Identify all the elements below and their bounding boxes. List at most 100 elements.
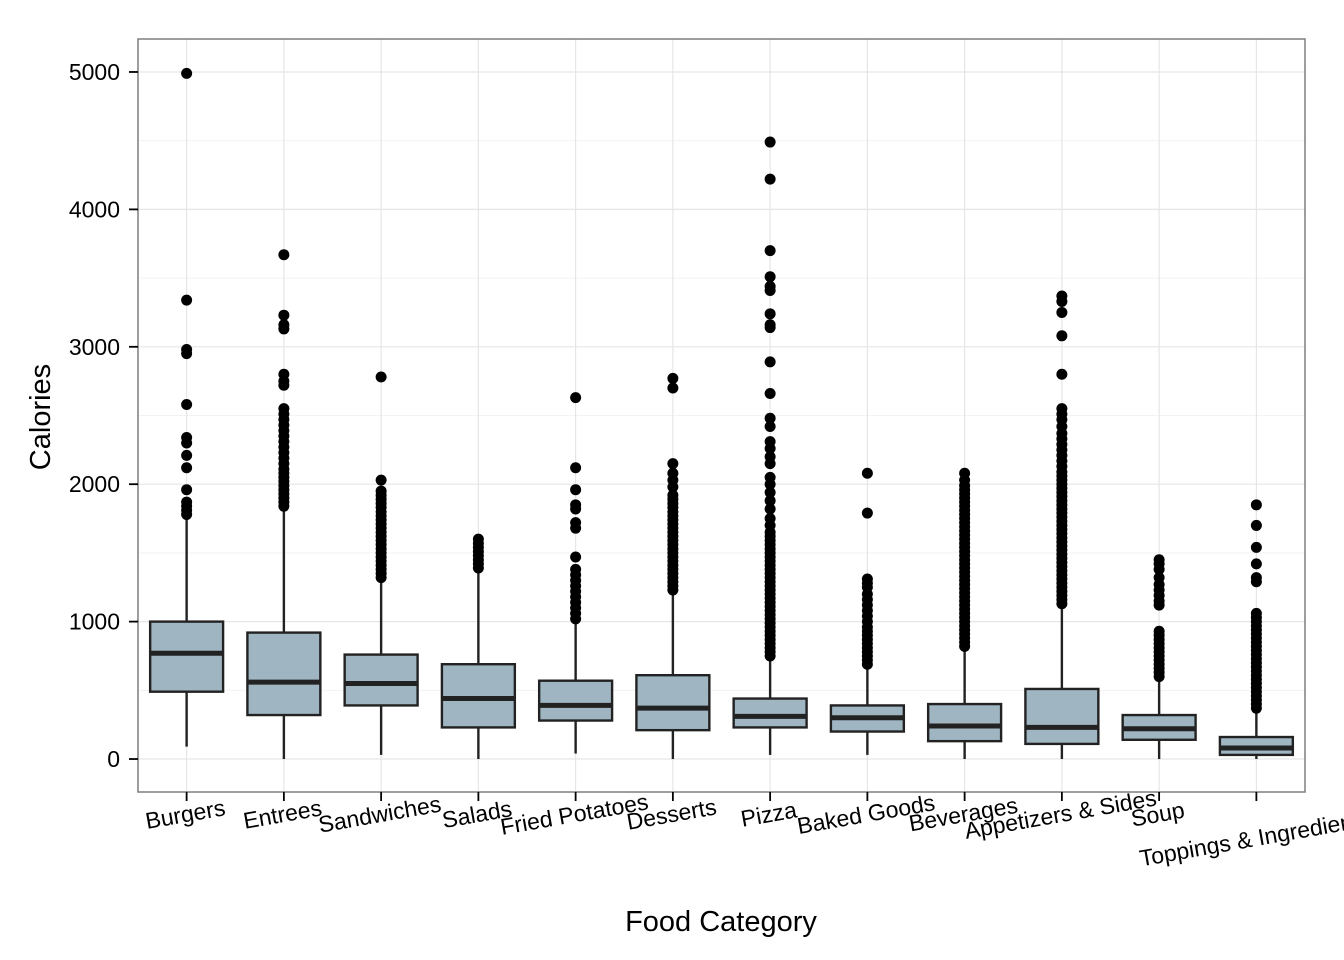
- box-10: [1121, 679, 1197, 760]
- box-layer: [148, 508, 1295, 760]
- outlier-point: [764, 513, 776, 525]
- outlier-point: [764, 388, 776, 400]
- outlier-point: [181, 462, 193, 474]
- outlier-point: [570, 499, 582, 511]
- outlier-point: [959, 467, 971, 479]
- panel-border: [137, 38, 1306, 793]
- iqr-box: [343, 653, 419, 707]
- outlier-point: [1056, 306, 1068, 318]
- outlier-point: [1153, 554, 1165, 566]
- outlier-point: [472, 533, 484, 545]
- iqr-box: [148, 620, 225, 693]
- outlier-point: [667, 489, 679, 501]
- outlier-point: [181, 344, 193, 356]
- outlier-point: [764, 308, 776, 320]
- outlier-point: [1056, 330, 1068, 342]
- x-tick-label: Pizza: [739, 796, 799, 831]
- outlier-point: [1056, 403, 1068, 415]
- outlier-point: [1250, 519, 1262, 531]
- box-9: [1024, 606, 1100, 760]
- x-tick-label: Sandwiches: [316, 791, 443, 838]
- box-4: [537, 621, 614, 754]
- outlier-point: [181, 294, 193, 306]
- outlier-point: [764, 412, 776, 424]
- outlier-point: [181, 449, 193, 461]
- y-tick-label: 1000: [69, 609, 120, 635]
- outlier-point: [764, 319, 776, 331]
- outlier-point: [667, 467, 679, 479]
- iqr-box: [537, 679, 614, 722]
- outlier-point: [181, 67, 193, 79]
- iqr-box: [732, 697, 808, 729]
- box-2: [343, 580, 419, 755]
- iqr-box: [1024, 687, 1100, 746]
- outlier-point: [181, 484, 193, 496]
- outlier-point: [764, 436, 776, 448]
- outlier-point: [570, 517, 582, 529]
- y-tick-label: 0: [107, 746, 120, 772]
- outlier-point: [764, 356, 776, 368]
- iqr-box: [440, 663, 517, 729]
- outlier-point: [278, 368, 290, 380]
- outlier-point: [764, 420, 776, 432]
- outlier-point: [764, 495, 776, 507]
- outlier-point: [278, 403, 290, 415]
- outlier-point: [570, 484, 582, 496]
- x-tick-label: Burgers: [143, 794, 227, 834]
- outlier-point: [1250, 541, 1262, 553]
- x-axis-title: Food Category: [625, 906, 817, 938]
- outlier-point: [667, 458, 679, 470]
- outlier-point: [375, 485, 387, 497]
- outlier-point: [667, 372, 679, 384]
- outlier-point: [764, 173, 776, 185]
- outlier-point: [667, 382, 679, 394]
- y-axis-title: Calories: [25, 364, 57, 470]
- outlier-point: [375, 371, 387, 383]
- iqr-box: [926, 702, 1003, 743]
- y-tick-label: 3000: [69, 334, 120, 360]
- outlier-point: [764, 451, 776, 463]
- box-3: [440, 570, 517, 760]
- outlier-point: [375, 474, 387, 486]
- box-5: [635, 592, 711, 760]
- outlier-point: [278, 249, 290, 261]
- x-tick-label: Appetizers & Sides: [963, 784, 1159, 843]
- box-1: [246, 508, 322, 760]
- outlier-point: [1056, 290, 1068, 302]
- box-11: [1218, 710, 1295, 760]
- outlier-point: [570, 563, 582, 575]
- y-tick-label: 4000: [69, 196, 120, 222]
- box-6: [732, 658, 808, 755]
- outlier-point: [181, 399, 193, 411]
- y-tick-label: 5000: [69, 59, 120, 85]
- x-tick-label: Entrees: [241, 794, 324, 833]
- outlier-point: [570, 392, 582, 404]
- outlier-point: [1250, 558, 1262, 570]
- outlier-point: [764, 136, 776, 148]
- outlier-point: [570, 551, 582, 563]
- outlier-point: [1153, 625, 1165, 637]
- outlier-point: [1250, 572, 1262, 584]
- box-7: [829, 666, 906, 755]
- outlier-point: [1056, 368, 1068, 380]
- box-0: [148, 517, 225, 747]
- iqr-box: [246, 631, 322, 717]
- outlier-point: [764, 245, 776, 257]
- outlier-point: [1250, 607, 1262, 619]
- outlier-point: [1250, 499, 1262, 511]
- outlier-point: [861, 573, 873, 585]
- iqr-box: [635, 674, 711, 732]
- outlier-point: [861, 467, 873, 479]
- outlier-point: [764, 271, 776, 283]
- outlier-point: [764, 486, 776, 498]
- outlier-point: [278, 309, 290, 321]
- outlier-point: [278, 319, 290, 331]
- outlier-point: [861, 507, 873, 519]
- y-tick-label: 2000: [69, 471, 120, 497]
- outlier-point: [764, 471, 776, 483]
- outlier-point: [181, 431, 193, 443]
- outlier-point: [1153, 572, 1165, 584]
- outlier-point: [570, 462, 582, 474]
- outlier-point: [181, 496, 193, 508]
